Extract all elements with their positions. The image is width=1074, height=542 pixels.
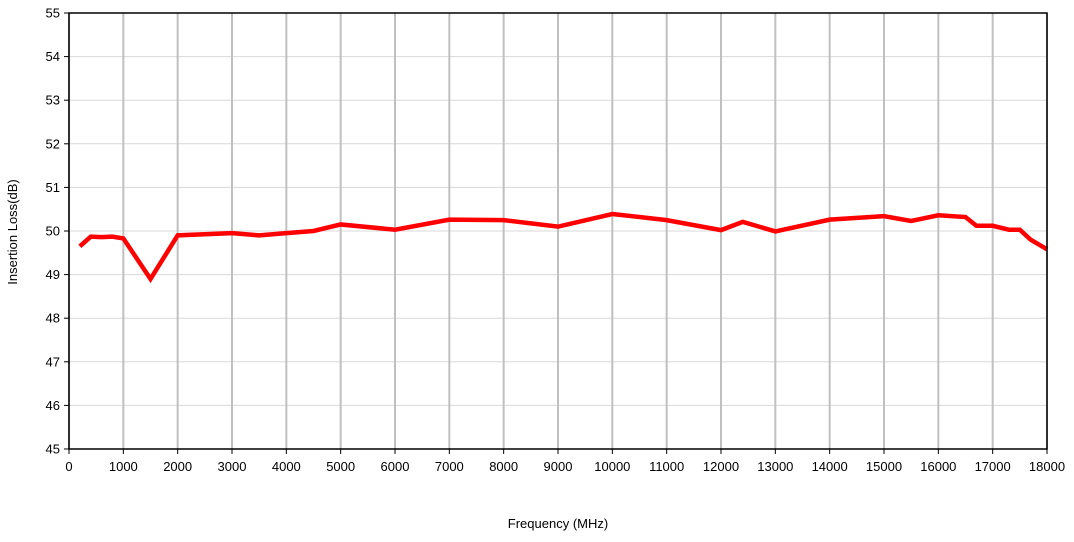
x-tick-label: 0: [65, 459, 72, 474]
x-tick-label: 16000: [920, 459, 956, 474]
y-axis-title: Insertion Loss(dB): [5, 179, 20, 285]
x-tick-label: 5000: [326, 459, 355, 474]
x-tick-label: 7000: [435, 459, 464, 474]
x-tick-label: 8000: [489, 459, 518, 474]
x-tick-label: 2000: [163, 459, 192, 474]
x-tick-label: 3000: [218, 459, 247, 474]
x-tick-label: 9000: [544, 459, 573, 474]
x-tick-label: 4000: [272, 459, 301, 474]
y-tick-label: 55: [46, 6, 60, 21]
x-tick-label: 6000: [381, 459, 410, 474]
series-layer: [78, 211, 1049, 284]
x-tick-label: 18000: [1029, 459, 1065, 474]
y-tick-label: 45: [46, 442, 60, 457]
y-tick-label: 50: [46, 224, 60, 239]
y-tick-label: 46: [46, 398, 60, 413]
insertion-loss-line: [78, 211, 1049, 284]
y-tick-label: 51: [46, 180, 60, 195]
x-tick-label: 14000: [812, 459, 848, 474]
ticks: 45 46 47 48 49 50 51 52 53 54 55 0 1000 2000 3000 4000 5…: [46, 6, 1066, 475]
x-tick-label: 13000: [757, 459, 793, 474]
x-tick-label: 15000: [866, 459, 902, 474]
y-tick-label: 52: [46, 136, 60, 151]
y-tick-label: 49: [46, 267, 60, 282]
x-tick-label: 1000: [109, 459, 138, 474]
x-tick-label: 17000: [975, 459, 1011, 474]
x-tick-label: 12000: [703, 459, 739, 474]
y-tick-label: 48: [46, 311, 60, 326]
y-tick-label: 53: [46, 93, 60, 108]
x-tick-label: 10000: [594, 459, 630, 474]
y-tick-label: 54: [46, 49, 60, 64]
x-tick-label: 11000: [649, 459, 684, 474]
x-axis-title: Frequency (MHz): [508, 516, 608, 531]
y-tick-label: 47: [46, 354, 60, 369]
